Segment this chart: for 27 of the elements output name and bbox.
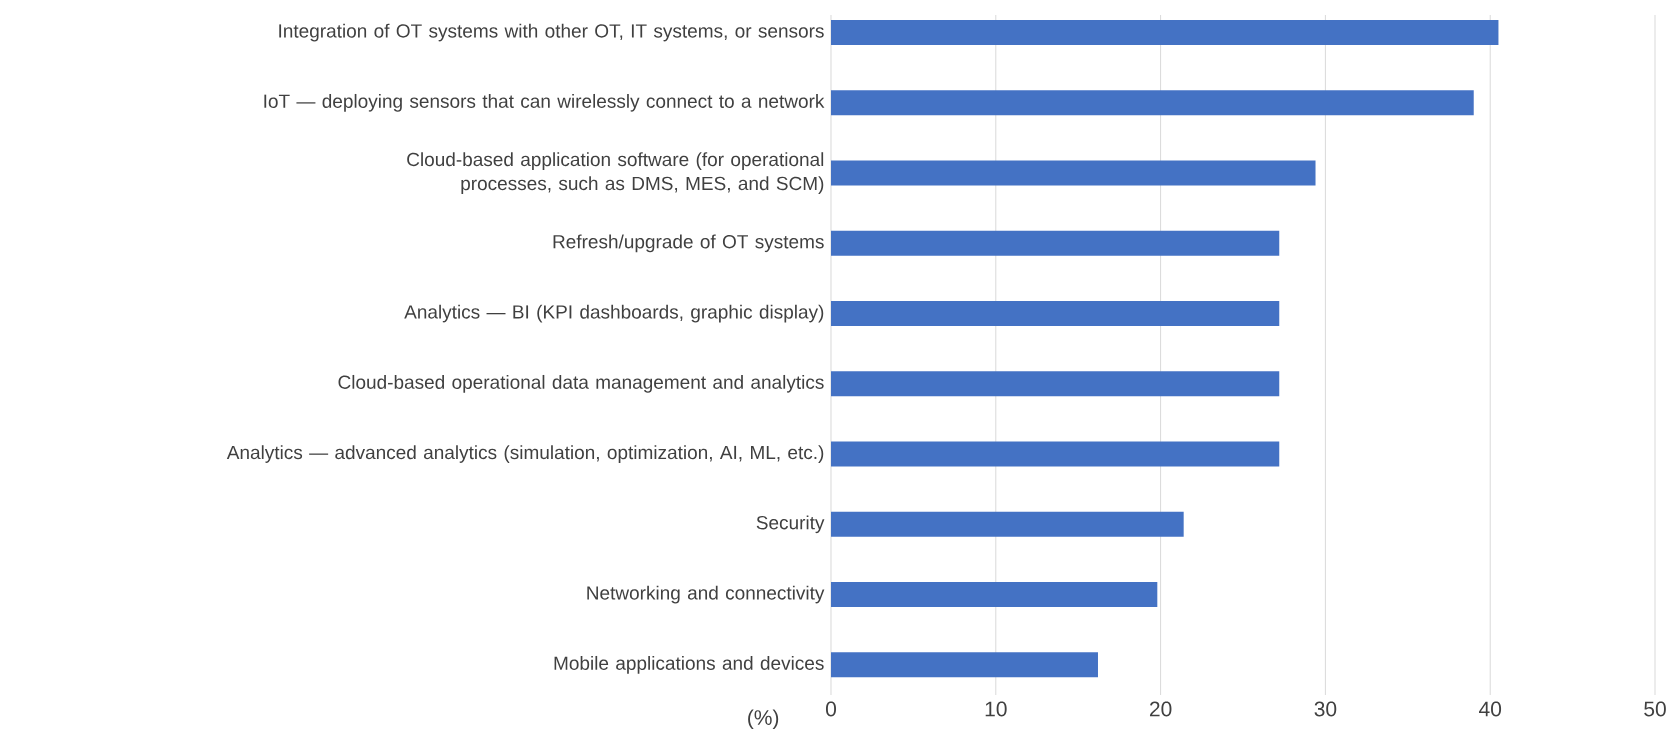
x-tick-label: 0 xyxy=(825,701,837,717)
y-tick-label: Analytics — BI (KPI dashboards, graphic display) xyxy=(404,304,824,323)
bar xyxy=(831,301,1280,327)
y-tick-label: Networking and connectivity xyxy=(587,585,825,604)
y-tick-label: Cloud-based operational data management and analytics xyxy=(338,374,824,393)
bar xyxy=(831,371,1280,397)
y-tick-label: Refresh/upgrade of OT systems xyxy=(553,234,824,253)
bar xyxy=(831,582,1158,608)
x-tick-label: 30 xyxy=(1314,701,1337,717)
y-tick-label: Cloud-based application software (for operational processes, such as DMS, MES, and SCM) xyxy=(407,152,824,194)
y-tick-label: Security xyxy=(756,515,825,534)
x-tick-label: 20 xyxy=(1149,701,1172,717)
bar xyxy=(831,20,1499,46)
y-tick-label: Integration of OT systems with other OT, IT systems, or sensors xyxy=(279,23,824,42)
x-tick-label: 10 xyxy=(985,701,1007,717)
y-tick-label: IoT — deploying sensors that can wirelessly connect to a network xyxy=(264,93,825,112)
y-tick-label: Analytics — advanced analytics (simulation, optimization, AI, ML, etc.) xyxy=(226,445,824,463)
x-axis-title: (%) xyxy=(748,709,779,730)
y-tick-label: Mobile applications and devices xyxy=(554,655,824,674)
bar xyxy=(831,511,1184,537)
x-tick-label: 50 xyxy=(1644,701,1666,717)
bar xyxy=(831,90,1474,116)
x-tick-label: 40 xyxy=(1479,701,1502,717)
bar xyxy=(831,230,1280,256)
bar xyxy=(831,160,1316,186)
bar xyxy=(831,441,1280,467)
bar xyxy=(831,652,1098,678)
